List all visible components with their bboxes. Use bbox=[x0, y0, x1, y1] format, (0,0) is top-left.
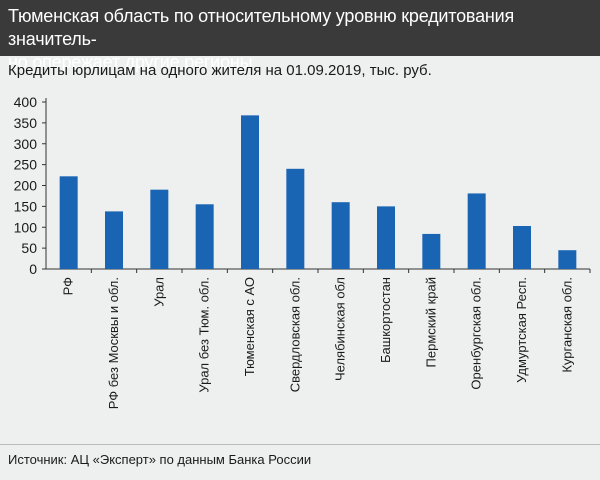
bar bbox=[467, 193, 486, 269]
chart-title-line-1: Тюменская область по относительному уров… bbox=[8, 6, 515, 49]
x-tick-label: РФ bbox=[61, 277, 76, 296]
x-tick-label: Урал без Тюм. обл. bbox=[197, 277, 212, 393]
chart-subtitle: Кредиты юрлицам на одного жителя на 01.0… bbox=[8, 62, 432, 79]
x-tick-label: Курганская обл. bbox=[559, 277, 574, 373]
y-tick-label: 350 bbox=[14, 115, 38, 131]
x-tick-label: Челябинская обл bbox=[333, 277, 348, 381]
bar bbox=[377, 206, 395, 269]
bar bbox=[422, 233, 441, 269]
x-tick-label: Урал bbox=[151, 277, 166, 307]
bar-chart: 0 50 100 150 200 250 300 350 400 РФ РФ без Москвы … bbox=[14, 94, 591, 409]
x-tick-label: Свердловская обл. bbox=[287, 277, 302, 392]
y-tick-label: 150 bbox=[14, 198, 38, 214]
source-note: Источник: АЦ «Эксперт» по данным Банка Р… bbox=[8, 452, 312, 467]
y-tick-label: 100 bbox=[14, 219, 38, 235]
y-tick-label: 250 bbox=[14, 157, 38, 173]
chart-title-line-2: но опережает другие регионы bbox=[8, 52, 253, 72]
bar bbox=[513, 225, 531, 269]
x-tick-label: Пермский край bbox=[423, 277, 438, 367]
bar bbox=[331, 202, 350, 269]
x-tick-label: РФ без Москвы и обл. bbox=[106, 277, 121, 409]
footer-divider bbox=[0, 444, 600, 445]
y-tick-label: 300 bbox=[14, 136, 38, 152]
x-tick-label: Тюменская с АО bbox=[242, 277, 257, 376]
x-tick-label: Удмуртская Респ. bbox=[514, 277, 529, 383]
chart-title: Тюменская область по относительному уров… bbox=[8, 5, 592, 74]
bar bbox=[195, 204, 214, 269]
bar bbox=[150, 189, 169, 269]
y-tick-label: 50 bbox=[21, 240, 37, 256]
bar bbox=[286, 168, 305, 269]
y-tick-label: 200 bbox=[14, 178, 38, 194]
x-tick-label: Башкортостан bbox=[378, 277, 393, 363]
x-tick-label: Оренбургская обл. bbox=[469, 277, 484, 390]
bar bbox=[59, 176, 78, 269]
y-tick-label: 400 bbox=[14, 94, 38, 110]
title-bar: Тюменская область по относительному уров… bbox=[0, 0, 600, 72]
bar bbox=[558, 250, 577, 269]
bar bbox=[241, 115, 259, 269]
bar bbox=[105, 211, 123, 269]
y-tick-label: 0 bbox=[29, 261, 37, 277]
